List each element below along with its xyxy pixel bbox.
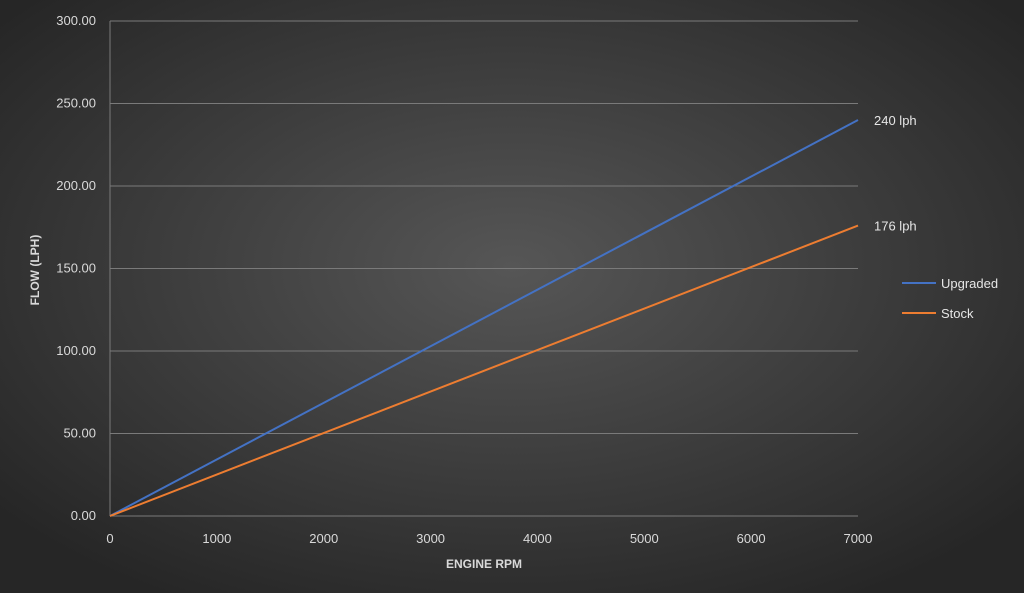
legend-label-upgraded: Upgraded bbox=[941, 276, 998, 291]
y-axis-title: FLOW (LPH) bbox=[28, 235, 42, 306]
data-label-upgraded: 240 lph bbox=[874, 113, 917, 128]
y-tick-label: 250.00 bbox=[56, 96, 96, 111]
x-tick-label: 5000 bbox=[630, 531, 659, 546]
y-tick-label: 300.00 bbox=[56, 13, 96, 28]
series-lines bbox=[109, 119, 859, 517]
x-tick-label: 2000 bbox=[309, 531, 338, 546]
axes: 0.00 50.00 100.00 150.00 200.00 250.00 300.00 0… bbox=[56, 13, 872, 546]
y-tick-label: 0.00 bbox=[71, 508, 96, 523]
x-tick-label: 7000 bbox=[844, 531, 873, 546]
y-tick-label: 150.00 bbox=[56, 261, 96, 276]
gridlines bbox=[110, 20, 858, 517]
y-tick-label: 200.00 bbox=[56, 178, 96, 193]
x-tick-label: 1000 bbox=[202, 531, 231, 546]
x-tick-label: 3000 bbox=[416, 531, 445, 546]
y-tick-label: 50.00 bbox=[63, 426, 96, 441]
x-tick-label: 6000 bbox=[737, 531, 766, 546]
legend-label-stock: Stock bbox=[941, 306, 974, 321]
x-tick-label: 0 bbox=[106, 531, 113, 546]
x-tick-label: 4000 bbox=[523, 531, 552, 546]
data-labels: 240 lph 176 lph bbox=[874, 113, 917, 234]
legend: Upgraded Stock bbox=[902, 276, 998, 321]
series-line-upgraded bbox=[109, 119, 859, 517]
data-label-stock: 176 lph bbox=[874, 219, 917, 234]
x-axis-title: ENGINE RPM bbox=[446, 557, 522, 571]
y-tick-label: 100.00 bbox=[56, 343, 96, 358]
series-line-stock bbox=[109, 224, 859, 517]
